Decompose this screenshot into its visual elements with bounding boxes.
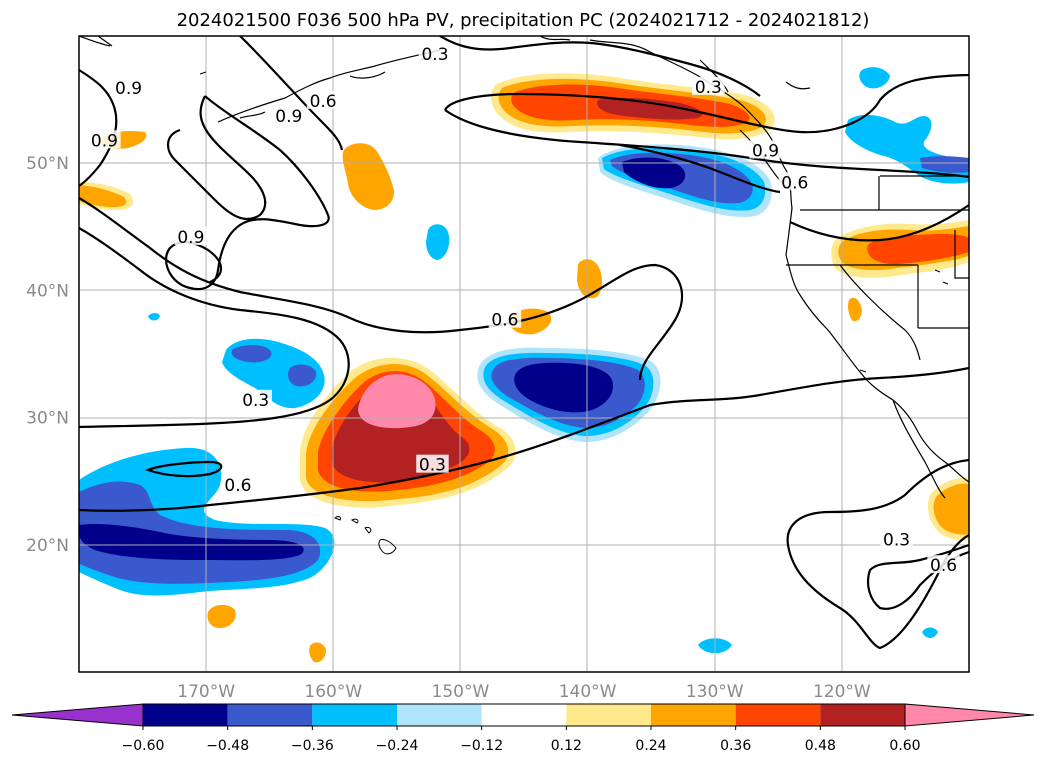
lon-tick-label: 140°W: [559, 682, 617, 702]
contour-label-bg: [692, 76, 725, 95]
colorbar-segment: [397, 704, 482, 726]
pv-contour-label: 0.9: [91, 131, 118, 151]
pv-contour-label: 0.9: [752, 141, 779, 161]
coastlines: [79, 36, 969, 499]
pv-contour-0.3-central: [79, 366, 969, 512]
lat-tick-label: 40°N: [26, 281, 69, 301]
lat-tick-label: 30°N: [26, 409, 69, 429]
pv-contour-label: 0.3: [242, 391, 269, 411]
pv-contour-0.6-north: [239, 36, 344, 151]
colorbar-segment: [820, 704, 905, 726]
lon-tick-label: 160°W: [304, 682, 362, 702]
contour-label-bg: [880, 529, 913, 548]
contour-label-bg: [88, 130, 121, 149]
pv-contour-label: 0.6: [781, 173, 808, 193]
colorbar-tick-label: 0.36: [720, 738, 751, 754]
contour-label-bg: [778, 172, 812, 191]
contour-label-bg: [221, 475, 255, 494]
pv-contour-label: 0.3: [419, 456, 446, 476]
pv-contour-0.6-band: [444, 73, 969, 134]
gridlines: [79, 36, 969, 672]
lon-tick-label: 120°W: [813, 682, 871, 702]
colorbar-tick-label: 0.12: [551, 738, 582, 754]
contour-label-bg: [174, 226, 208, 245]
pv-contour-label: 0.3: [421, 45, 448, 65]
pv-contour-0.6-central: [79, 197, 684, 381]
lat-tick-label: 20°N: [26, 536, 69, 556]
contour-label-bg: [749, 140, 782, 159]
colorbar-segment: [481, 704, 567, 726]
pv-contour-0.3-southeast: [786, 458, 969, 650]
islands: [199, 57, 949, 555]
colorbar-segment: [735, 704, 821, 726]
pv-contour-0.6-east: [789, 204, 969, 242]
pv-contour-0.9-east: [619, 143, 781, 194]
pv-contour-label: 0.9: [177, 228, 204, 248]
pv-contour-0.3-west: [79, 227, 350, 429]
pv-contour-0.6-south: [144, 460, 223, 478]
lon-tick-label: 130°W: [686, 682, 744, 702]
pv-contour-label: 0.6: [930, 556, 957, 576]
colorbar-segment: [651, 704, 736, 726]
colorbar-segment: [566, 704, 651, 726]
colorbar-tick-label: −0.60: [122, 738, 165, 754]
pv-contour-labels: 0.30.30.60.60.90.90.90.90.90.60.30.60.30…: [88, 43, 960, 576]
contour-label-bg: [418, 43, 452, 62]
colorbar-tick-label: 0.48: [805, 738, 836, 754]
colorbar-tick-label: 0.60: [889, 738, 920, 754]
pv-contour-label: 0.9: [115, 79, 142, 99]
pv-contour-label: 0.6: [310, 92, 337, 112]
colorbar-lower-extension: [11, 703, 144, 727]
pv-contour-label: 0.3: [695, 78, 722, 98]
pv-contour-0.3-north: [439, 36, 761, 97]
longitude-ticks: 170°W 160°W 150°W 140°W 130°W 120°W: [177, 682, 871, 702]
contour-label-bg: [239, 389, 272, 408]
pv-contour-label: 0.3: [883, 531, 910, 551]
colorbar-segment: [312, 704, 397, 726]
contour-label-bg: [488, 309, 522, 328]
colorbar-segment: [227, 704, 313, 726]
latitude-ticks: 20°N 30°N 40°N 50°N: [26, 154, 69, 556]
precipitation-fields: [79, 67, 969, 663]
map-content: [79, 36, 969, 672]
pv-contour-0.6-southeast: [866, 543, 969, 610]
colorbar: −0.60 −0.48 −0.36 −0.24 −0.12 0.12 0.24 0.36 0.4…: [11, 703, 1035, 754]
colorbar-segment: [143, 704, 228, 726]
lon-tick-label: 150°W: [432, 682, 490, 702]
colorbar-tick-label: 0.24: [635, 738, 666, 754]
colorbar-tick-label: −0.48: [206, 738, 249, 754]
colorbar-tick-label: −0.24: [376, 738, 419, 754]
lat-tick-label: 50°N: [26, 154, 69, 174]
colorbar-upper-extension: [904, 703, 1035, 727]
lon-tick-label: 170°W: [177, 682, 235, 702]
contour-label-bg: [927, 555, 960, 574]
chart-title: 2024021500 F036 500 hPa PV, precipitatio…: [177, 10, 870, 31]
contour-label-bg: [272, 106, 306, 125]
pv-contour-0.6-west: [167, 95, 267, 221]
pv-contour-label: 0.9: [275, 107, 302, 127]
colorbar-frame: [142, 703, 906, 727]
contour-label-bg: [416, 454, 449, 473]
colorbar-tick-label: −0.12: [460, 738, 503, 754]
contour-label-bg: [306, 90, 340, 109]
colorbar-tick-label: −0.36: [291, 738, 334, 754]
contour-label-bg: [112, 78, 145, 97]
pv-contour-0.9-band: [444, 109, 969, 179]
pv-contour-label: 0.6: [491, 311, 518, 331]
pv-contours: [79, 36, 969, 650]
map-frame: [78, 35, 970, 673]
pv-contour-label: 0.6: [224, 476, 251, 496]
